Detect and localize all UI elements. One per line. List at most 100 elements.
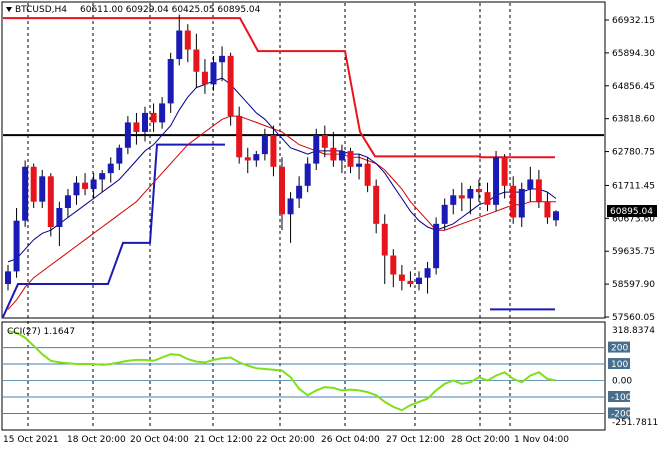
cci-tick-label: -100 (611, 393, 632, 403)
price-tick-label: 59635.75 (612, 247, 655, 257)
candle-body (244, 157, 251, 161)
candle (279, 157, 285, 231)
time-tick-label: 20 Oct 04:00 (130, 435, 189, 445)
candle-body (313, 135, 320, 164)
candle-body (5, 271, 11, 285)
time-tick-label: 18 Oct 20:00 (67, 435, 126, 445)
candle (201, 59, 208, 94)
ohlc-label: 60611.00 60929.04 60425.05 60895.04 (80, 5, 261, 15)
time-tick-label: 15 Oct 2021 (3, 435, 59, 445)
cci-tick-label: 100 (611, 360, 628, 370)
candle (30, 163, 37, 208)
candle (90, 173, 97, 199)
candle-body (227, 55, 234, 117)
candle-body (364, 163, 371, 186)
candle-body (424, 268, 431, 278)
candle-body (150, 112, 157, 123)
candle (210, 55, 217, 91)
candle (356, 154, 363, 180)
candle-body (553, 211, 559, 221)
candle (441, 198, 448, 231)
candle (535, 169, 542, 208)
candle (330, 131, 337, 167)
time-tick-label: 28 Oct 20:00 (451, 435, 510, 445)
candle (321, 125, 328, 158)
candle-body (373, 185, 380, 224)
time-tick-label: 26 Oct 04:00 (321, 435, 380, 445)
candle (107, 157, 114, 183)
cci-panel (1, 321, 606, 431)
candle-body (124, 122, 131, 148)
candle-body (433, 223, 440, 269)
candle-body (441, 204, 448, 224)
candle-body (201, 71, 208, 85)
candle-body (416, 277, 422, 285)
price-panel (1, 1, 606, 319)
candle-body (279, 166, 285, 215)
cci-series-line (7, 330, 557, 412)
candle (124, 116, 131, 155)
candle (296, 176, 303, 208)
candle-body (184, 30, 191, 50)
price-tick-label: 57560.05 (612, 313, 655, 323)
candle (313, 128, 320, 170)
candle-body (535, 179, 542, 202)
candle (338, 144, 345, 174)
candle-body (116, 147, 123, 164)
candle-body (64, 195, 71, 208)
candle (390, 249, 397, 288)
candle (193, 33, 200, 88)
price-axis: 66932.15 65894.30 64856.45 63818.60 62780.75… (605, 16, 655, 323)
candle-body (450, 195, 457, 205)
candle (253, 150, 260, 167)
candle (82, 173, 89, 196)
price-tick-label: 58597.90 (612, 280, 655, 290)
candle-body (381, 223, 388, 256)
candle-body (493, 157, 500, 205)
channel-upper-line (3, 17, 555, 159)
candle (227, 52, 234, 126)
candle (493, 150, 500, 212)
candle (219, 46, 226, 82)
candle-body (159, 103, 166, 123)
candle-body (347, 150, 354, 167)
price-tick-label: 61711.45 (612, 181, 655, 191)
candle-body (90, 179, 97, 189)
candle-body (236, 116, 243, 158)
candle (553, 210, 559, 227)
cci-level-tag (608, 341, 630, 353)
cci-level-tag (608, 407, 630, 419)
time-axis: 15 Oct 2021 18 Oct 20:00 20 Oct 04:00 21 Oc… (3, 435, 569, 445)
candle (424, 261, 431, 294)
candle-body (82, 182, 89, 189)
time-tick-label: 21 Oct 12:00 (194, 435, 253, 445)
ma-slow-line (7, 115, 556, 310)
cci-tick-label: -251.7811 (612, 418, 658, 428)
candle (150, 103, 157, 132)
dropdown-triangle-icon[interactable] (6, 7, 12, 12)
channel-lower-line (2, 143, 225, 318)
candle-body (30, 166, 37, 202)
candle-body (47, 176, 54, 228)
candle (407, 271, 414, 288)
candle-body (22, 166, 29, 221)
candle-body (142, 112, 148, 132)
candle (5, 265, 11, 291)
candle (270, 125, 277, 177)
candle (64, 188, 71, 218)
candle-body (544, 201, 551, 218)
candle (39, 169, 46, 208)
time-tick-label: 22 Oct 20:00 (256, 435, 315, 445)
candle (475, 179, 482, 202)
ma-fast-line (7, 77, 557, 263)
price-tick-label: 63818.60 (612, 115, 655, 125)
price-tick-label: 64856.45 (612, 82, 655, 92)
candle-body (133, 122, 140, 132)
candle-body (99, 173, 106, 180)
candle (159, 97, 166, 129)
candle-body (107, 163, 114, 174)
candle-body (407, 280, 414, 285)
candle-body (193, 49, 200, 72)
candle-body (475, 188, 482, 193)
